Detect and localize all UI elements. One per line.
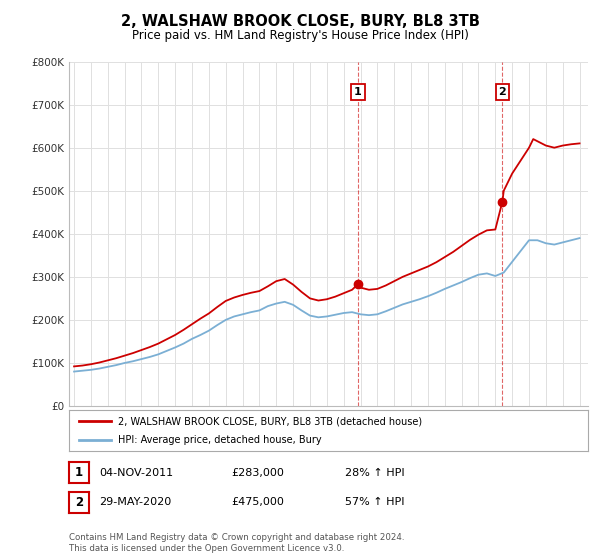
Text: 28% ↑ HPI: 28% ↑ HPI	[345, 468, 404, 478]
Text: HPI: Average price, detached house, Bury: HPI: Average price, detached house, Bury	[118, 435, 322, 445]
Text: £475,000: £475,000	[231, 497, 284, 507]
Text: 2, WALSHAW BROOK CLOSE, BURY, BL8 3TB (detached house): 2, WALSHAW BROOK CLOSE, BURY, BL8 3TB (d…	[118, 417, 422, 426]
Text: 2: 2	[75, 496, 83, 509]
Text: 29-MAY-2020: 29-MAY-2020	[99, 497, 171, 507]
Text: 2, WALSHAW BROOK CLOSE, BURY, BL8 3TB: 2, WALSHAW BROOK CLOSE, BURY, BL8 3TB	[121, 14, 479, 29]
Text: Contains HM Land Registry data © Crown copyright and database right 2024.
This d: Contains HM Land Registry data © Crown c…	[69, 533, 404, 553]
Text: £283,000: £283,000	[231, 468, 284, 478]
Text: 1: 1	[75, 466, 83, 479]
Text: 04-NOV-2011: 04-NOV-2011	[99, 468, 173, 478]
Text: 1: 1	[354, 87, 362, 97]
Text: Price paid vs. HM Land Registry's House Price Index (HPI): Price paid vs. HM Land Registry's House …	[131, 29, 469, 42]
Text: 57% ↑ HPI: 57% ↑ HPI	[345, 497, 404, 507]
Text: 2: 2	[499, 87, 506, 97]
